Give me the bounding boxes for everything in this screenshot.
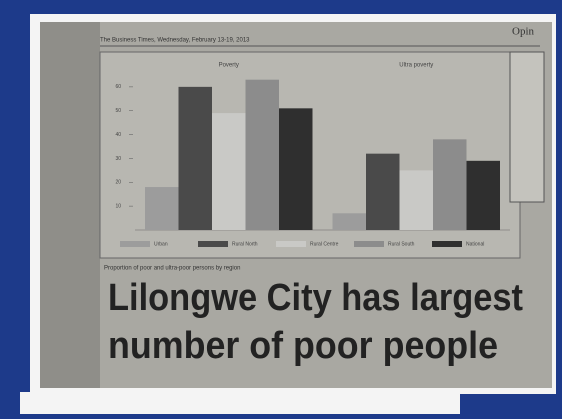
y-tick-label: 10 xyxy=(115,203,121,209)
bar xyxy=(279,108,313,230)
paper-edge xyxy=(20,392,460,419)
group-label: Poverty xyxy=(219,63,239,69)
y-tick-label: 50 xyxy=(115,108,121,114)
masthead: The Business Times, Wednesday, February … xyxy=(100,38,250,44)
legend-label: National xyxy=(466,241,484,247)
headline: Lilongwe City has largest xyxy=(108,277,523,319)
legend-swatch xyxy=(276,241,306,247)
legend-label: Rural North xyxy=(232,241,258,247)
bar xyxy=(145,187,179,230)
bar xyxy=(212,113,246,230)
legend-swatch xyxy=(354,241,384,247)
bar xyxy=(178,86,212,230)
legend-swatch xyxy=(432,241,462,247)
legend-label: Rural Centre xyxy=(310,241,339,247)
legend-label: Urban xyxy=(154,241,168,247)
legend-label: Rural South xyxy=(388,241,415,247)
y-tick-label: 30 xyxy=(115,156,121,162)
caption: Proportion of poor and ultra-poor person… xyxy=(104,266,240,272)
bar xyxy=(366,153,400,230)
side-box xyxy=(509,51,545,203)
bar xyxy=(433,139,467,230)
group-label: Ultra poverty xyxy=(399,63,433,69)
page-fold xyxy=(40,22,100,388)
bar xyxy=(332,213,366,230)
y-tick-label: 60 xyxy=(115,84,121,90)
bar xyxy=(466,160,500,230)
section: Opin xyxy=(512,26,535,38)
legend-swatch xyxy=(198,241,228,247)
y-tick-label: 40 xyxy=(115,132,121,138)
legend-swatch xyxy=(120,241,150,247)
bar xyxy=(399,170,433,230)
bar xyxy=(245,79,279,230)
y-tick-label: 20 xyxy=(115,180,121,186)
headline: number of poor people xyxy=(108,325,498,367)
